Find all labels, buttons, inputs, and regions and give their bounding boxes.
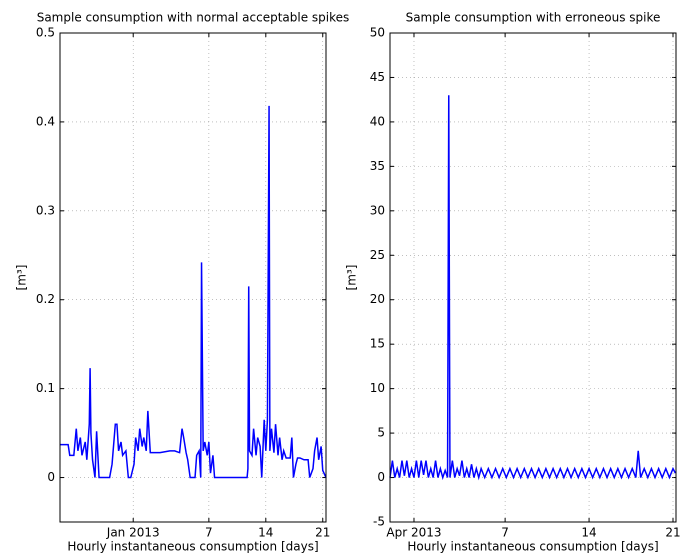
- x-tick-label: 21: [315, 526, 330, 540]
- y-tick-label: 35: [370, 159, 385, 173]
- x-axis-label: Hourly instantaneous consumption [days]: [407, 540, 658, 554]
- y-axis-label: [m³]: [345, 265, 359, 291]
- x-axis-label: Hourly instantaneous consumption [days]: [67, 540, 318, 554]
- y-tick-label: 15: [370, 337, 385, 351]
- x-tick-label: Apr 2013: [386, 526, 441, 540]
- x-tick-label: 21: [665, 526, 680, 540]
- y-tick-label: 20: [370, 292, 385, 306]
- y-tick-label: 0: [47, 470, 55, 484]
- y-tick-label: 0.4: [36, 114, 55, 128]
- y-tick-label: 40: [370, 114, 385, 128]
- y-tick-label: 45: [370, 70, 385, 84]
- axes-box: [59, 32, 327, 523]
- data-line: [389, 95, 677, 481]
- axes-box: [389, 32, 677, 523]
- y-axis-label: [m³]: [15, 265, 29, 291]
- x-tick-label: 7: [501, 526, 509, 540]
- y-tick-label: 0: [377, 470, 385, 484]
- y-tick-label: -5: [373, 515, 385, 529]
- x-tick-label: Jan 2013: [106, 526, 160, 540]
- x-tick-label: 7: [205, 526, 213, 540]
- x-tick-label: 14: [581, 526, 596, 540]
- y-tick-label: 0.5: [36, 26, 55, 40]
- y-tick-label: 50: [370, 26, 385, 40]
- y-tick-label: 0.3: [36, 203, 55, 217]
- y-tick-label: 30: [370, 203, 385, 217]
- y-tick-label: 0.1: [36, 381, 55, 395]
- data-line: [60, 105, 327, 479]
- y-tick-label: 10: [370, 381, 385, 395]
- chart-title: Sample consumption with erroneous spike: [406, 11, 661, 25]
- y-tick-label: 25: [370, 248, 385, 262]
- y-tick-label: 5: [377, 426, 385, 440]
- chart-title: Sample consumption with normal acceptabl…: [37, 11, 350, 25]
- x-tick-label: 14: [258, 526, 273, 540]
- y-tick-label: 0.2: [36, 292, 55, 306]
